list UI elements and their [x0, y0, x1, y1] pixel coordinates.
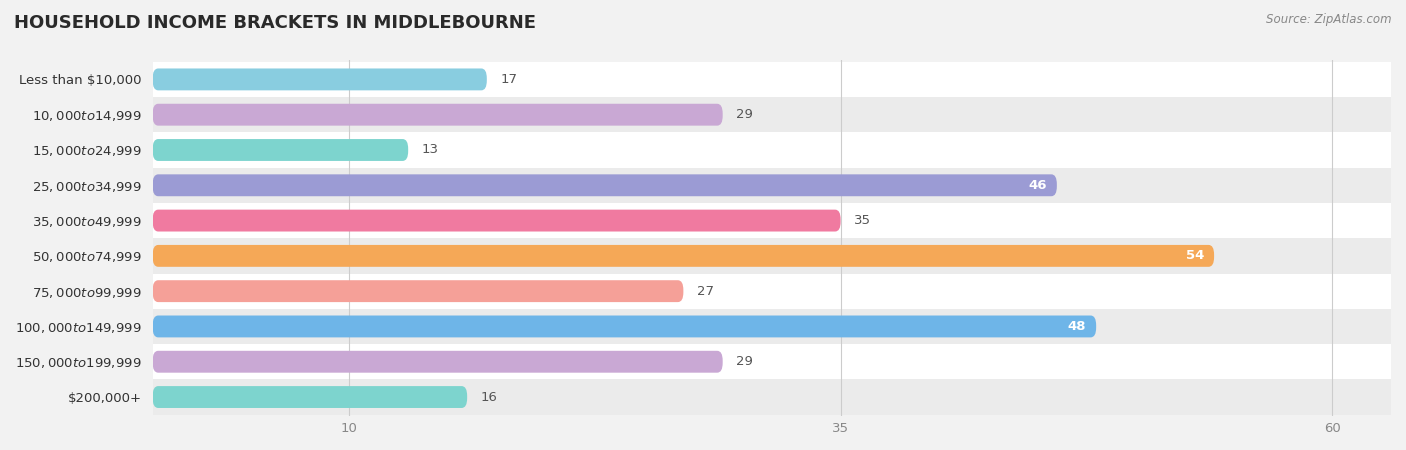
Text: HOUSEHOLD INCOME BRACKETS IN MIDDLEBOURNE: HOUSEHOLD INCOME BRACKETS IN MIDDLEBOURN… [14, 14, 536, 32]
Bar [153, 203, 1391, 238]
FancyBboxPatch shape [153, 280, 683, 302]
Text: 29: 29 [737, 108, 754, 121]
Bar [153, 97, 1391, 132]
Bar [153, 274, 1391, 309]
FancyBboxPatch shape [153, 386, 467, 408]
Text: 27: 27 [697, 285, 714, 297]
Bar [153, 238, 1391, 274]
FancyBboxPatch shape [153, 174, 1057, 196]
Bar [153, 168, 1391, 203]
Text: 16: 16 [481, 391, 498, 404]
Bar [153, 379, 1391, 415]
FancyBboxPatch shape [153, 68, 486, 90]
FancyBboxPatch shape [153, 315, 1097, 338]
Bar [153, 309, 1391, 344]
FancyBboxPatch shape [153, 351, 723, 373]
FancyBboxPatch shape [153, 245, 1215, 267]
Text: 29: 29 [737, 355, 754, 368]
Text: 17: 17 [501, 73, 517, 86]
Text: 35: 35 [855, 214, 872, 227]
FancyBboxPatch shape [153, 210, 841, 231]
Text: 54: 54 [1185, 249, 1205, 262]
Bar [153, 344, 1391, 379]
Text: Source: ZipAtlas.com: Source: ZipAtlas.com [1267, 14, 1392, 27]
Bar [153, 62, 1391, 97]
Text: 48: 48 [1067, 320, 1087, 333]
Text: 46: 46 [1029, 179, 1047, 192]
Bar [153, 132, 1391, 168]
FancyBboxPatch shape [153, 104, 723, 126]
FancyBboxPatch shape [153, 139, 408, 161]
Text: 13: 13 [422, 144, 439, 157]
